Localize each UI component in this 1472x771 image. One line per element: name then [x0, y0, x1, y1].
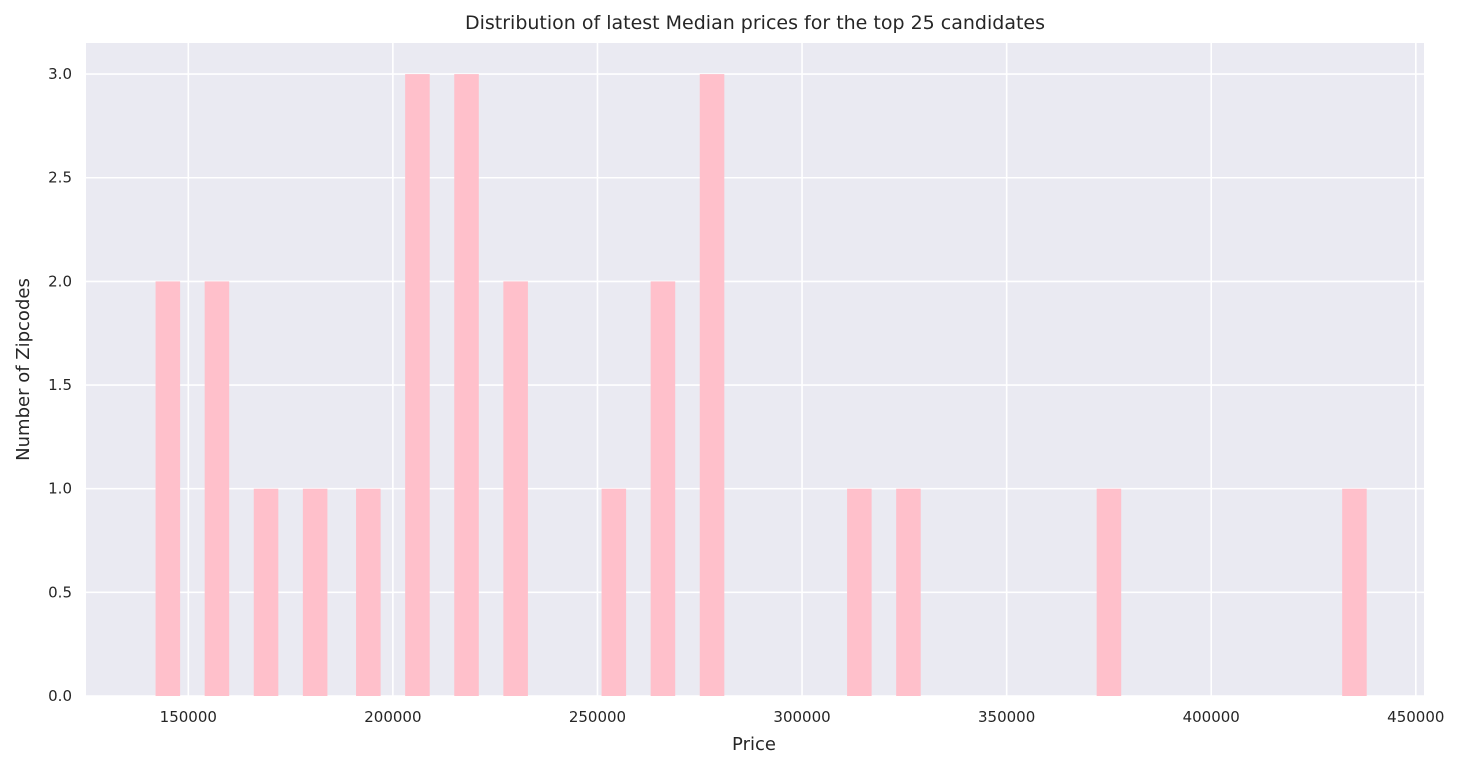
- bar-6: [405, 74, 430, 697]
- bar-4: [302, 488, 328, 696]
- x-tick-label: 200000: [364, 708, 421, 726]
- plot-background: [86, 43, 1424, 696]
- bar-9: [601, 488, 627, 696]
- x-tick-label: 400000: [1183, 708, 1240, 726]
- bar-3: [253, 488, 279, 696]
- bar-11: [699, 74, 725, 697]
- y-tick-label: 2.5: [48, 169, 72, 187]
- bar-7: [454, 74, 479, 697]
- bar-15: [1342, 488, 1367, 696]
- x-tick-labels: 150000 200000 250000 300000 350000 400000 4500…: [160, 708, 1445, 726]
- bars: [155, 74, 1367, 697]
- x-axis-title: Price: [732, 734, 776, 755]
- y-tick-label: 0.5: [48, 583, 72, 601]
- bar-10: [650, 281, 676, 696]
- x-tick-label: 450000: [1387, 708, 1444, 726]
- x-tick-label: 300000: [773, 708, 830, 726]
- y-tick-labels: 0.0 0.5 1.0 1.5 2.0 2.5 3.0: [48, 65, 72, 705]
- x-tick-label: 350000: [978, 708, 1035, 726]
- bar-2: [204, 281, 230, 696]
- y-tick-label: 1.5: [48, 376, 72, 394]
- y-tick-label: 2.0: [48, 272, 72, 290]
- x-tick-label: 250000: [569, 708, 626, 726]
- bar-5: [356, 488, 381, 696]
- bar-12: [847, 488, 872, 696]
- x-tick-label: 150000: [160, 708, 217, 726]
- bar-1: [155, 281, 181, 696]
- y-tick-label: 1.0: [48, 480, 72, 498]
- y-axis-title: Number of Zipcodes: [13, 278, 34, 461]
- bar-13: [896, 488, 921, 696]
- bar-14: [1096, 488, 1122, 696]
- y-tick-label: 0.0: [48, 687, 72, 705]
- y-tick-label: 3.0: [48, 65, 72, 83]
- bar-8: [503, 281, 528, 696]
- chart-title: Distribution of latest Median prices for…: [465, 12, 1045, 34]
- grid-lines: [86, 43, 1424, 697]
